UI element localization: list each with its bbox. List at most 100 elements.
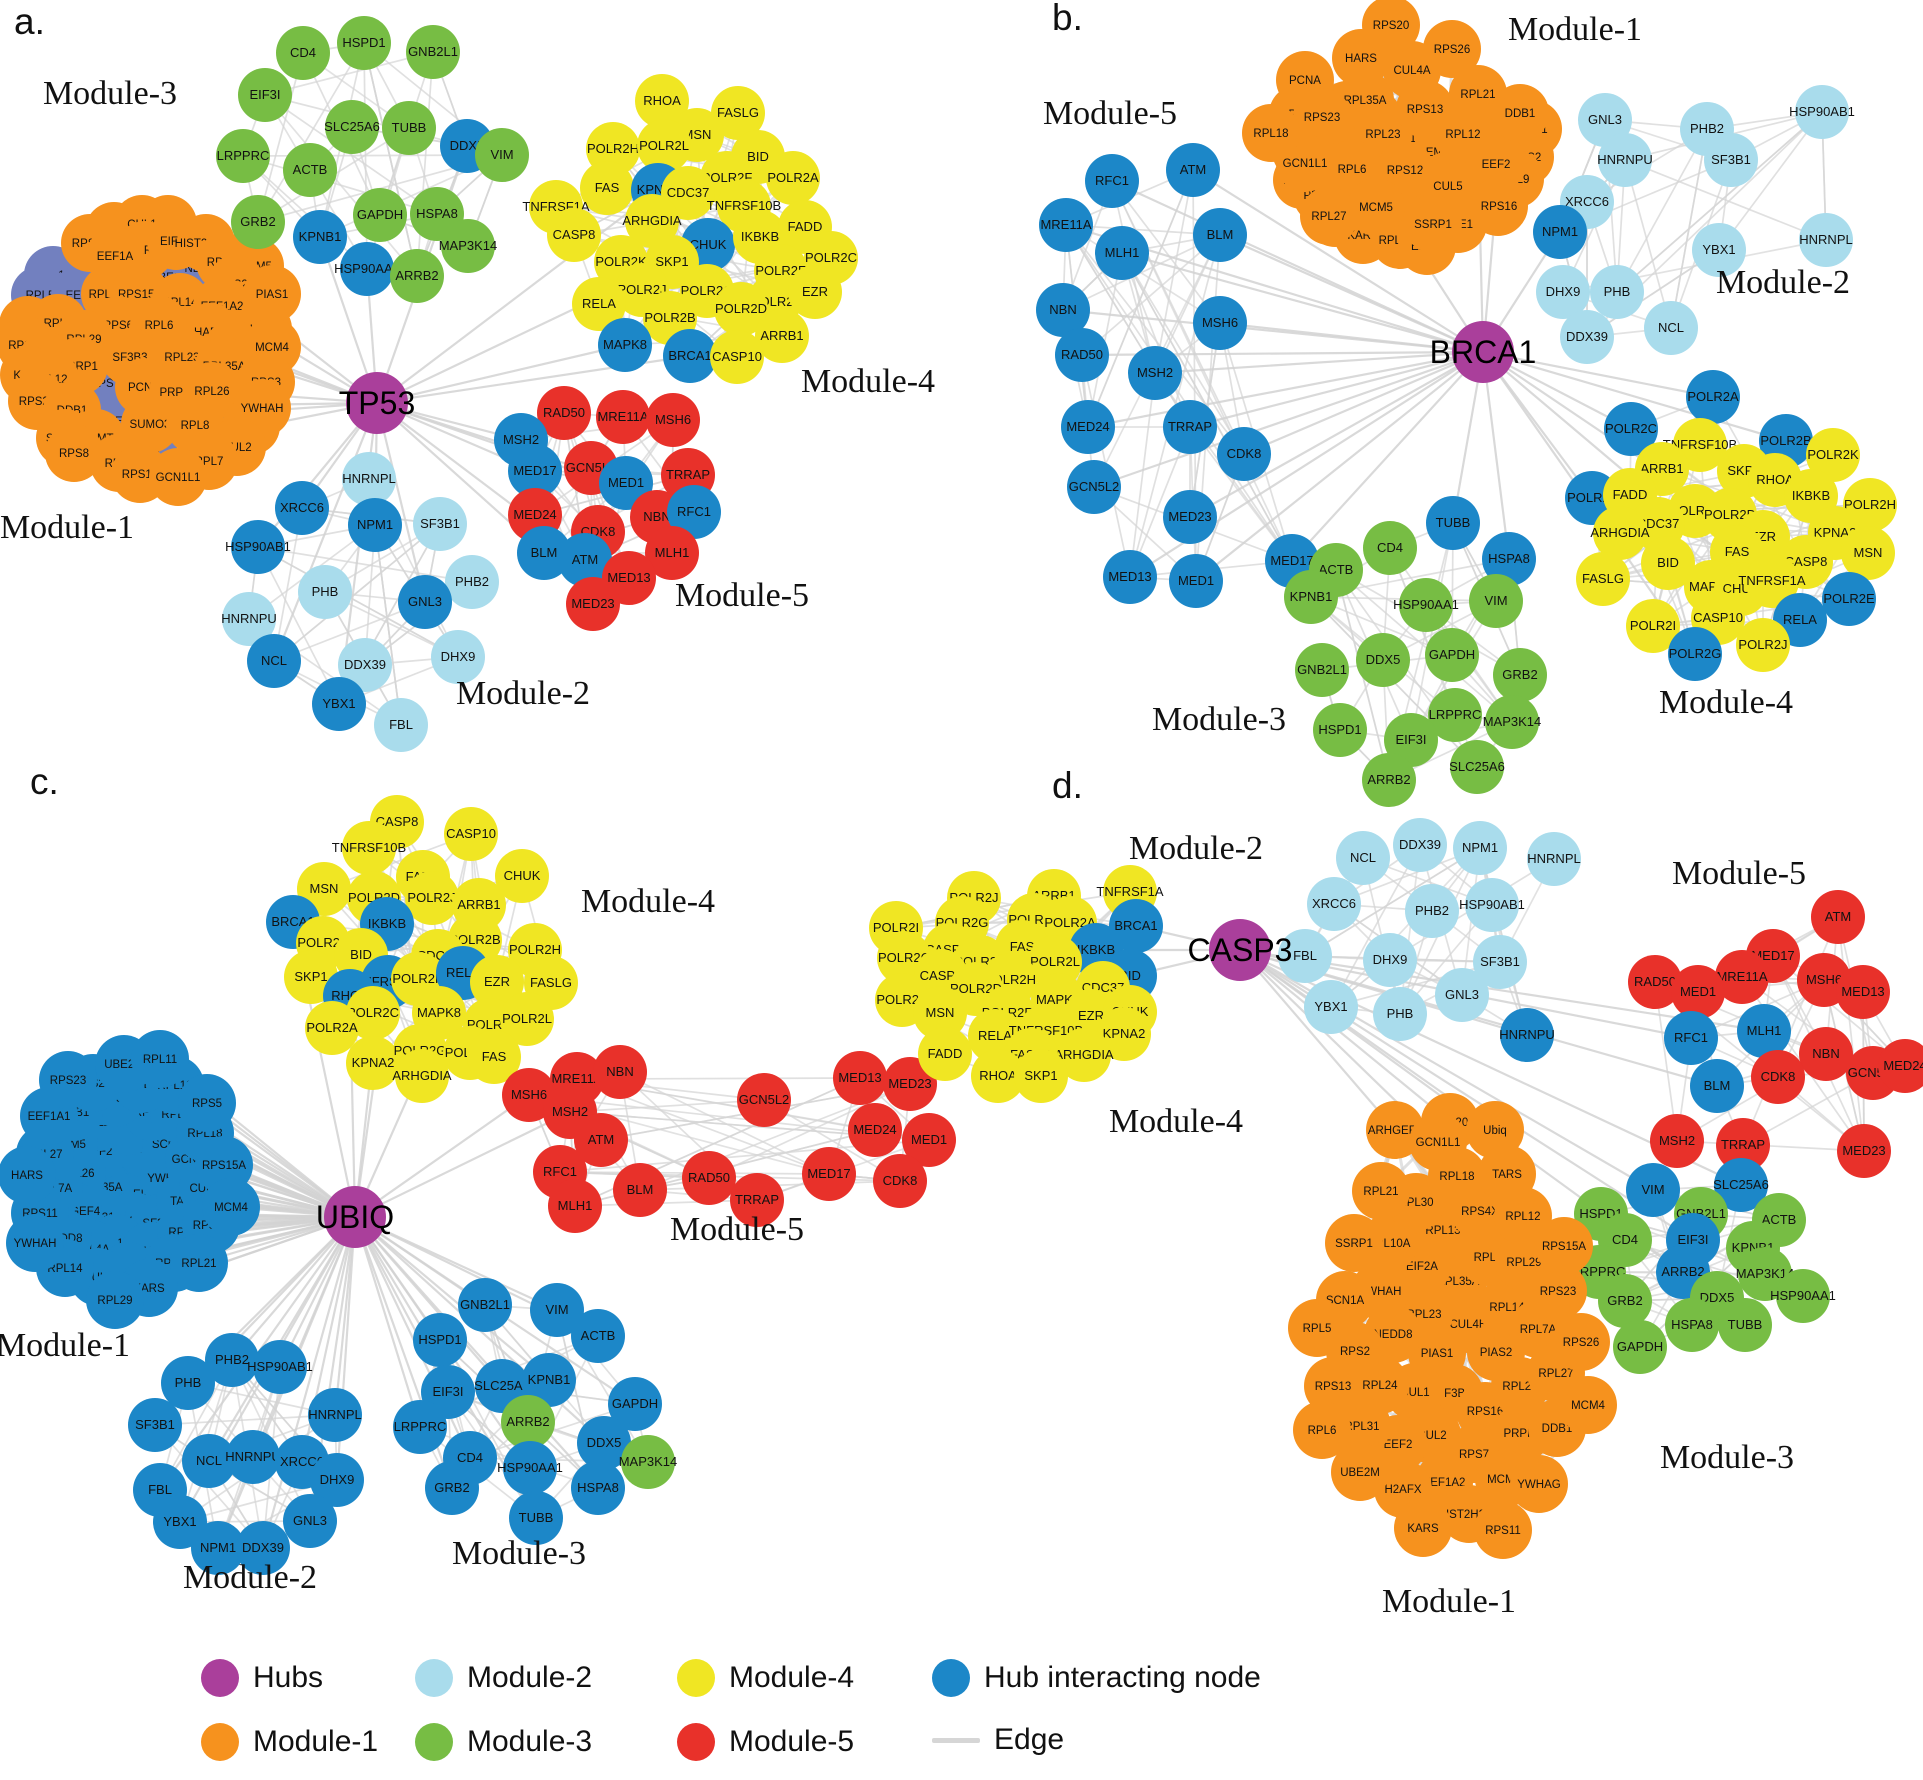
node-RPL5[interactable]: RPL5 [1288, 1299, 1346, 1357]
node-MED17[interactable]: MED17 [802, 1147, 856, 1201]
node-DDX39[interactable]: DDX39 [338, 638, 392, 692]
node-CDK8[interactable]: CDK8 [1751, 1050, 1805, 1104]
node-RPS8[interactable]: RPS8 [45, 424, 103, 482]
node-GRB2[interactable]: GRB2 [1493, 648, 1547, 702]
node-POLR2E[interactable]: POLR2E [1822, 572, 1876, 626]
node-NCL[interactable]: NCL [1336, 831, 1390, 885]
node-MLH1[interactable]: MLH1 [1095, 226, 1149, 280]
node-TARS[interactable]: TARS [1478, 1145, 1536, 1203]
node-DHX9[interactable]: DHX9 [310, 1453, 364, 1507]
node-DDX5[interactable]: DDX5 [577, 1416, 631, 1470]
node-NCL[interactable]: NCL [247, 634, 301, 688]
node-POLR2L[interactable]: POLR2L [500, 992, 554, 1046]
node-ARHGDIA[interactable]: ARHGDIA [392, 1049, 452, 1103]
node-SSRP1[interactable]: SSRP1 [1325, 1214, 1383, 1272]
node-SLC25A6[interactable]: SLC25A6 [324, 100, 380, 154]
node-VIM[interactable]: VIM [1626, 1163, 1680, 1217]
node-GCN1L1[interactable]: GCN1L1 [149, 448, 207, 506]
node-ATM[interactable]: ATM [574, 1113, 628, 1167]
node-RPL18[interactable]: RPL18 [1428, 1147, 1486, 1205]
node-RPL6[interactable]: RPL6 [1293, 1401, 1351, 1459]
node-BLM[interactable]: BLM [1193, 208, 1247, 262]
node-RPS23[interactable]: RPS23 [1529, 1262, 1587, 1320]
node-PHB[interactable]: PHB [1373, 987, 1427, 1041]
node-NCL[interactable]: NCL [1644, 301, 1698, 355]
node-MCM5[interactable]: MCM5 [1347, 178, 1405, 236]
node-FAS[interactable]: FAS [467, 1030, 521, 1084]
node-ARHGDIA[interactable]: ARHGDIA [1054, 1028, 1114, 1082]
node-KPNA2[interactable]: KPNA2 [346, 1036, 400, 1090]
node-MSN[interactable]: MSN [1841, 526, 1895, 580]
node-RAD50[interactable]: RAD50 [682, 1151, 736, 1205]
node-KPNB1[interactable]: KPNB1 [1284, 570, 1338, 624]
node-DHX9[interactable]: DHX9 [1536, 265, 1590, 319]
node-CHUK[interactable]: CHUK [495, 849, 549, 903]
node-CASP10[interactable]: CASP10 [444, 807, 498, 861]
node-FADD[interactable]: FADD [918, 1027, 972, 1081]
node-FBL[interactable]: FBL [374, 698, 428, 752]
node-POLR2I[interactable]: POLR2I [1626, 599, 1680, 653]
node-SLC25A6[interactable]: SLC25A6 [1713, 1158, 1769, 1212]
node-TUBB[interactable]: TUBB [1426, 496, 1480, 550]
node-HNRNPU[interactable]: HNRNPU [221, 592, 277, 646]
node-GAPDH[interactable]: GAPDH [608, 1377, 662, 1431]
node-EIF3I[interactable]: EIF3I [238, 68, 292, 122]
node-HSP90AA1[interactable]: HSP90AA1 [1393, 578, 1459, 632]
hub-node-UBIQ[interactable]: UBIQ [316, 1186, 394, 1248]
node-SUMO3[interactable]: SUMO3 [121, 395, 179, 453]
node-SLC25A6[interactable]: SLC25A6 [1449, 740, 1505, 794]
node-ARHGDIA[interactable]: ARHGDIA [622, 194, 682, 248]
node-MED23[interactable]: MED23 [883, 1057, 937, 1111]
node-MSH6[interactable]: MSH6 [646, 393, 700, 447]
node-SF3B1[interactable]: SF3B1 [128, 1398, 182, 1452]
node-POLR2C[interactable]: POLR2C [346, 986, 400, 1040]
node-HSP90AB1[interactable]: HSP90AB1 [247, 1340, 313, 1394]
node-CDK8[interactable]: CDK8 [873, 1154, 927, 1208]
node-MAP3K14[interactable]: MAP3K14 [1483, 695, 1542, 749]
node-NPM1[interactable]: NPM1 [1453, 821, 1507, 875]
node-MAPK8[interactable]: MAPK8 [598, 318, 652, 372]
node-MSH2[interactable]: MSH2 [1650, 1114, 1704, 1168]
node-RPL18[interactable]: RPL18 [1242, 104, 1300, 162]
node-DHX9[interactable]: DHX9 [1363, 933, 1417, 987]
node-MED13[interactable]: MED13 [1836, 965, 1890, 1019]
node-SF3B1[interactable]: SF3B1 [1704, 133, 1758, 187]
node-HSP90AB1[interactable]: HSP90AB1 [1459, 878, 1525, 932]
node-MCM4[interactable]: MCM4 [1559, 1376, 1617, 1434]
hub-node-CASP3[interactable]: CASP3 [1188, 919, 1293, 981]
node-UBE2M[interactable]: UBE2M [1331, 1443, 1389, 1501]
node-KARS[interactable]: KARS [1394, 1499, 1452, 1557]
node-GRB2[interactable]: GRB2 [1598, 1274, 1652, 1328]
node-TRRAP[interactable]: TRRAP [1716, 1118, 1770, 1172]
node-MED23[interactable]: MED23 [1163, 490, 1217, 544]
node-NPM1[interactable]: NPM1 [1533, 205, 1587, 259]
node-MAP3K14[interactable]: MAP3K14 [439, 219, 498, 273]
node-POLR2D[interactable]: POLR2D [714, 282, 768, 336]
node-EZR[interactable]: EZR [470, 955, 524, 1009]
node-RPL21[interactable]: RPL21 [1352, 1162, 1410, 1220]
node-RPS20[interactable]: RPS20 [1362, 0, 1420, 54]
node-BRCA1[interactable]: BRCA1 [1109, 899, 1163, 953]
node-MED24[interactable]: MED24 [1061, 400, 1115, 454]
node-ATM[interactable]: ATM [1811, 890, 1865, 944]
node-ARRB2[interactable]: ARRB2 [390, 249, 444, 303]
node-HSPA8[interactable]: HSPA8 [1482, 532, 1536, 586]
node-ATM[interactable]: ATM [1166, 143, 1220, 197]
hub-node-TP53[interactable]: TP53 [339, 372, 415, 434]
node-TRRAP[interactable]: TRRAP [1163, 400, 1217, 454]
node-HSP90AB1[interactable]: HSP90AB1 [1789, 85, 1855, 139]
node-MED1[interactable]: MED1 [1671, 965, 1725, 1019]
node-TRRAP[interactable]: TRRAP [730, 1173, 784, 1227]
node-POLR2C[interactable]: POLR2C [1604, 402, 1658, 456]
node-HSP90AA1[interactable]: HSP90AA1 [1770, 1269, 1836, 1323]
node-MLH1[interactable]: MLH1 [548, 1179, 602, 1233]
node-RAD50[interactable]: RAD50 [1055, 328, 1109, 382]
node-HNRNPL[interactable]: HNRNPL [342, 452, 396, 506]
node-RPL29[interactable]: RPL29 [86, 1271, 144, 1329]
node-RPL21[interactable]: RPL21 [170, 1234, 228, 1292]
node-RFC1[interactable]: RFC1 [1085, 154, 1139, 208]
node-YBX1[interactable]: YBX1 [1304, 980, 1358, 1034]
node-POLR2G[interactable]: POLR2G [1668, 627, 1722, 681]
node-MED1[interactable]: MED1 [1169, 554, 1223, 608]
node-GRB2[interactable]: GRB2 [425, 1461, 479, 1515]
